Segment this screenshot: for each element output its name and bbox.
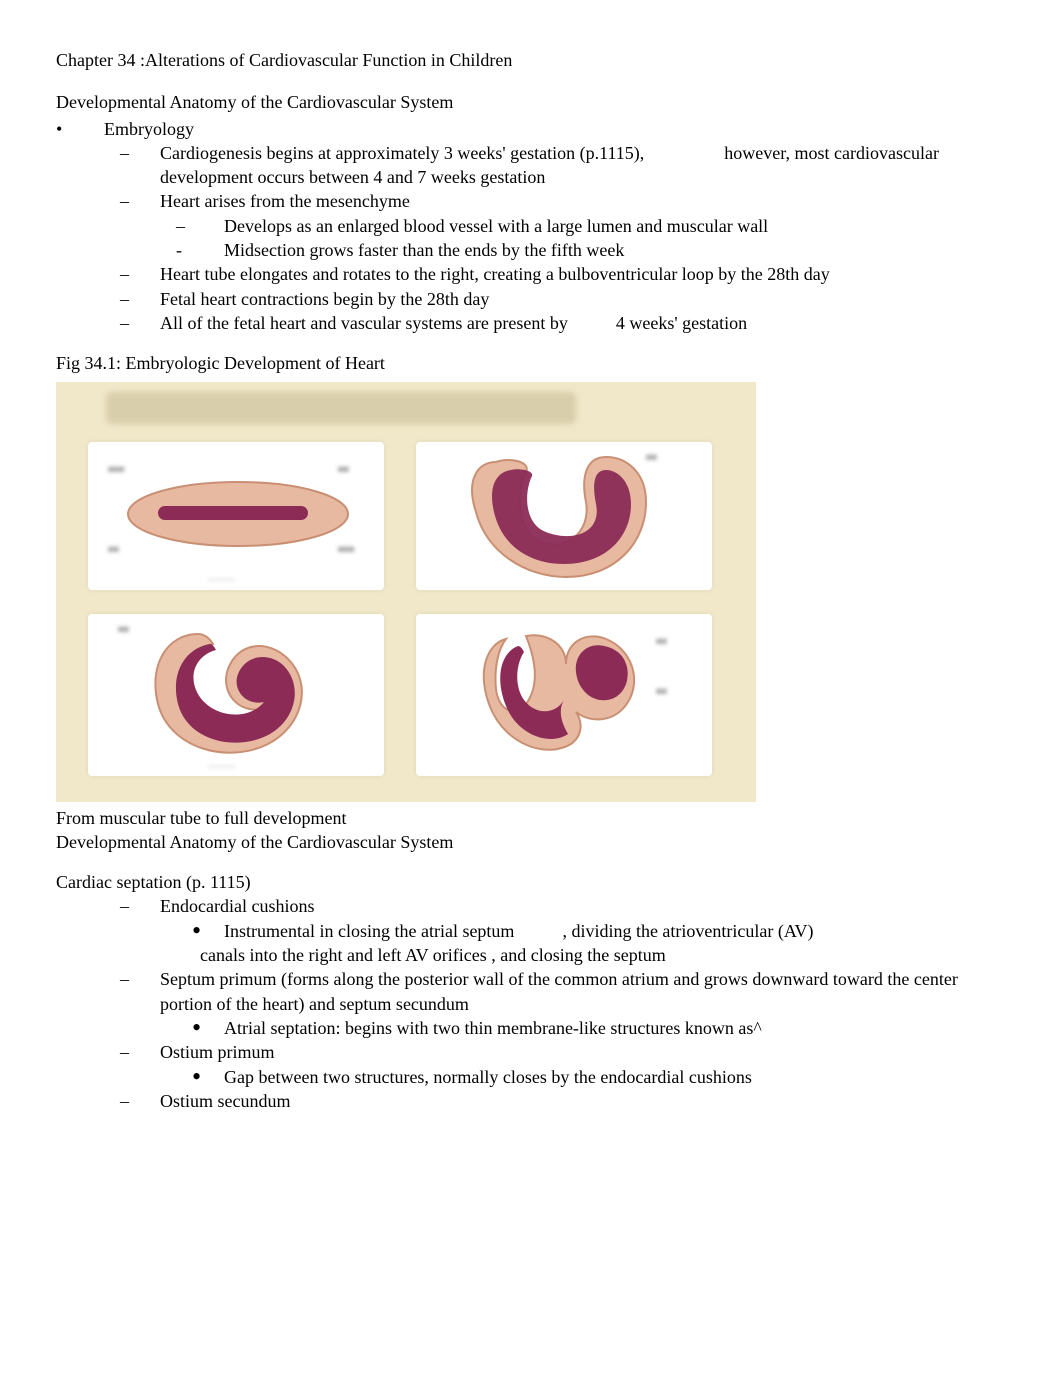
svg-text:———: ———: [207, 761, 236, 771]
dash-item-cardiogenesis: – Cardiogenesis begins at approximately …: [56, 141, 1006, 190]
svg-text:■■: ■■: [118, 624, 129, 634]
panel-b-svg: ■■: [416, 442, 712, 590]
dash-text: Fetal heart contractions begin by the 28…: [160, 287, 1006, 311]
svg-text:■■■: ■■■: [108, 464, 124, 474]
dash-mark: –: [120, 311, 160, 335]
dash-item-contractions: – Fetal heart contractions begin by the …: [56, 287, 1006, 311]
dash-item-elongates: – Heart tube elongates and rotates to th…: [56, 262, 1006, 286]
dash-item-mesenchyme: – Heart arises from the mesenchyme: [56, 189, 1006, 213]
panel-c-svg: ■■ ———: [88, 614, 384, 776]
dot-mark: •: [192, 919, 224, 942]
chapter-title: Chapter 34 :Alterations of Cardiovascula…: [56, 48, 1006, 72]
dash-mark: –: [120, 1089, 160, 1113]
dash-item-ostium-secundum: – Ostium secundum: [56, 1089, 1006, 1113]
figure-panel-c: ■■ ———: [88, 614, 384, 776]
dash-text: Septum primum (forms along the posterior…: [160, 967, 1006, 1016]
svg-text:■■: ■■: [338, 464, 349, 474]
svg-text:■■: ■■: [646, 452, 657, 462]
figure-panel-d: ■■ ■■: [416, 614, 712, 776]
svg-text:■■: ■■: [108, 544, 119, 554]
figure-panel-a: ■■■ ■■ ■■ ■■■ ———: [88, 442, 384, 590]
post-figure-line-2: Developmental Anatomy of the Cardiovascu…: [56, 830, 1006, 854]
dash-text: All of the fetal heart and vascular syst…: [160, 311, 1006, 335]
dot-item-atrial-septation: • Atrial septation: begins with two thin…: [56, 1016, 1006, 1040]
dash-mark: –: [120, 287, 160, 311]
figure-caption: Fig 34.1: Embryologic Development of Hea…: [56, 351, 1006, 375]
panel-a-svg: ■■■ ■■ ■■ ■■■ ———: [88, 442, 384, 590]
svg-text:■■: ■■: [656, 636, 667, 646]
dash-mark: –: [120, 141, 160, 190]
figure-banner-blur: [106, 392, 576, 424]
svg-text:■■■: ■■■: [338, 544, 354, 554]
dash-mark: –: [120, 262, 160, 286]
panel-d-svg: ■■ ■■: [416, 614, 712, 776]
dot-item-gap: • Gap between two structures, normally c…: [56, 1065, 1006, 1089]
figure-panel-b: ■■: [416, 442, 712, 590]
post-figure-line-1: From muscular tube to full development: [56, 806, 1006, 830]
dash-text: Develops as an enlarged blood vessel wit…: [224, 214, 1006, 238]
dash-text: Heart arises from the mesenchyme: [160, 189, 1006, 213]
dash-text: Cardiogenesis begins at approximately 3 …: [160, 141, 1006, 190]
dash-mark: –: [176, 214, 224, 238]
bullet-mark: •: [56, 117, 104, 141]
dash-text: Heart tube elongates and rotates to the …: [160, 262, 1006, 286]
hyphen-mark: -: [176, 238, 224, 262]
dot-item-instrumental: • Instrumental in closing the atrial sep…: [56, 919, 1006, 943]
dash-text: Endocardial cushions: [160, 894, 1006, 918]
continuation-canals: canals into the right and left AV orific…: [56, 943, 1006, 967]
dash-mark: –: [120, 189, 160, 213]
dash-item-septum-primum: – Septum primum (forms along the posteri…: [56, 967, 1006, 1016]
dot-text: Atrial septation: begins with two thin m…: [224, 1016, 1006, 1040]
section-heading-2: Cardiac septation (p. 1115): [56, 870, 1006, 894]
bullet-label: Embryology: [104, 117, 1006, 141]
text-span: Instrumental in closing the atrial septu…: [224, 921, 514, 941]
dash-text: Midsection grows faster than the ends by…: [224, 238, 1006, 262]
dot-text: Instrumental in closing the atrial septu…: [224, 919, 1006, 943]
section-heading-1: Developmental Anatomy of the Cardiovascu…: [56, 90, 1006, 114]
dot-mark: •: [192, 1016, 224, 1039]
text-span: Cardiogenesis begins at approximately 3 …: [160, 143, 644, 163]
dot-text: Gap between two structures, normally clo…: [224, 1065, 1006, 1089]
svg-text:■■: ■■: [656, 686, 667, 696]
text-span: , dividing the atrioventricular (AV): [562, 921, 813, 941]
bullet-embryology: • Embryology: [56, 117, 1006, 141]
dash-mark: –: [120, 1040, 160, 1064]
dash-mark: –: [120, 967, 160, 1016]
figure-embryologic-heart: ■■■ ■■ ■■ ■■■ ——— ■■ ■■ ——— ■■ ■■: [56, 382, 756, 802]
dash-text: Ostium secundum: [160, 1089, 1006, 1113]
dash-mark: –: [120, 894, 160, 918]
deep-item-develops: – Develops as an enlarged blood vessel w…: [56, 214, 1006, 238]
deep-item-midsection: - Midsection grows faster than the ends …: [56, 238, 1006, 262]
dot-mark: •: [192, 1065, 224, 1088]
text-span: All of the fetal heart and vascular syst…: [160, 313, 568, 333]
dash-item-present: – All of the fetal heart and vascular sy…: [56, 311, 1006, 335]
svg-text:———: ———: [207, 574, 236, 584]
dash-text: Ostium primum: [160, 1040, 1006, 1064]
text-span: 4 weeks' gestation: [616, 313, 747, 333]
dash-item-ostium-primum: – Ostium primum: [56, 1040, 1006, 1064]
